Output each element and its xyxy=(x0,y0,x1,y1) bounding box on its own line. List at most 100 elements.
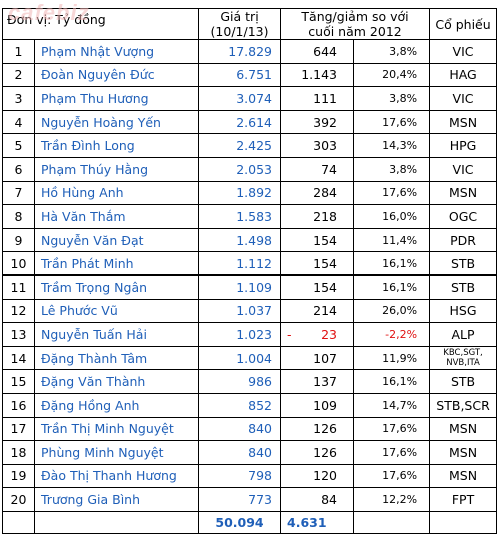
stock-cell: ALP xyxy=(429,322,498,347)
name-cell: Phạm Thu Hương xyxy=(33,86,200,111)
table-row: 20 Trương Gia Bình 773 84 12,2% FPT xyxy=(2,487,498,512)
name-cell: Nguyễn Hoàng Yến xyxy=(33,109,200,135)
rank-cell: 11 xyxy=(2,274,35,300)
change-cell: 109 xyxy=(280,392,355,418)
change-value: 154 xyxy=(313,279,338,295)
value-cell: 840 xyxy=(198,416,282,442)
rank-cell: 7 xyxy=(2,180,35,206)
rank-cell: 19 xyxy=(2,463,35,489)
change-value: 137 xyxy=(313,374,338,390)
value-cell: 773 xyxy=(198,487,282,512)
table-row: 12 Lê Phước Vũ 1.037 214 26,0% HSG xyxy=(2,298,498,324)
value-cell: 2.053 xyxy=(198,156,282,182)
change-value: 154 xyxy=(313,255,338,271)
value-cell: 6.751 xyxy=(198,62,282,88)
total-row: 50.094 4.631 xyxy=(2,510,498,534)
value-cell: 1.037 xyxy=(198,298,282,324)
value-header: Giá trị (10/1/13) xyxy=(198,8,282,40)
percent-cell: 14,7% xyxy=(353,392,431,418)
value-cell: 1.112 xyxy=(198,251,282,276)
minus-sign: - xyxy=(287,326,292,342)
percent-cell: 11,4% xyxy=(353,227,431,253)
percent-cell: 17,6% xyxy=(353,463,431,489)
value-cell: 2.614 xyxy=(198,109,282,135)
value-cell: 1.004 xyxy=(198,345,282,371)
stock-cell: MSN xyxy=(429,463,498,489)
value-cell: 1.583 xyxy=(198,204,282,229)
empty-cell xyxy=(2,510,35,534)
change-value: 111 xyxy=(313,90,338,106)
rank-cell: 13 xyxy=(2,322,35,347)
change-value: 109 xyxy=(313,397,338,413)
change-cell: 303 xyxy=(280,133,355,158)
empty-cell xyxy=(353,510,431,534)
change-cell: 126 xyxy=(280,440,355,465)
change-cell: 120 xyxy=(280,463,355,489)
change-value: 1.143 xyxy=(301,67,338,83)
rank-cell: 20 xyxy=(2,487,35,512)
name-cell: Nguyễn Văn Đạt xyxy=(33,227,200,253)
table-row: 7 Hồ Hùng Anh 1.892 284 17,6% MSN xyxy=(2,180,498,206)
table-row: 13 Nguyễn Tuấn Hải 1.023- 23 -2,2% ALP xyxy=(2,322,498,347)
percent-cell: 3,8% xyxy=(353,39,431,64)
change-value: 107 xyxy=(313,350,338,366)
table-row: 1 Phạm Nhật Vượng 17.829 644 3,8% VIC xyxy=(2,39,498,64)
change-value: 154 xyxy=(313,232,338,248)
table-row: 14 Đặng Thành Tâm 1.004 107 11,9% KBC,SGT, NV… xyxy=(2,345,498,371)
change-cell: 84 xyxy=(280,487,355,512)
name-cell: Đoàn Nguyên Đức xyxy=(33,62,200,88)
stock-cell: MSN xyxy=(429,416,498,442)
change-cell: 74 xyxy=(280,156,355,182)
stock-cell: FPT xyxy=(429,487,498,512)
table-row: 16 Đặng Hồng Anh 852 109 14,7% STB,SCR xyxy=(2,392,498,418)
change-cell: 154 xyxy=(280,251,355,276)
rank-cell: 2 xyxy=(2,62,35,88)
table-row: 18 Phùng Minh Nguyệt 840 126 17,6% MSN xyxy=(2,440,498,465)
stock-header: Cổ phiếu xyxy=(429,8,498,40)
table-row: 6 Phạm Thúy Hằng 2.053 74 3,8% VIC xyxy=(2,156,498,182)
rank-cell: 9 xyxy=(2,227,35,253)
name-cell: Lê Phước Vũ xyxy=(33,298,200,324)
name-cell: Trương Gia Bình xyxy=(33,487,200,512)
change-cell: 154 xyxy=(280,274,355,300)
percent-cell: 11,9% xyxy=(353,345,431,371)
rank-cell: 6 xyxy=(2,156,35,182)
value-cell: 1.892 xyxy=(198,180,282,206)
percent-cell: 20,4% xyxy=(353,62,431,88)
stock-cell: STB xyxy=(429,369,498,394)
percent-cell: 17,6% xyxy=(353,180,431,206)
change-cell: 107 xyxy=(280,345,355,371)
value-cell: 1.109 xyxy=(198,274,282,300)
name-cell: Đặng Văn Thành xyxy=(33,369,200,394)
percent-cell: 26,0% xyxy=(353,298,431,324)
name-cell: Nguyễn Tuấn Hải xyxy=(33,322,200,347)
change-cell: 111 xyxy=(280,86,355,111)
rank-cell: 10 xyxy=(2,251,35,276)
empty-cell xyxy=(33,510,200,534)
change-cell: 1.143 xyxy=(280,62,355,88)
table-row: 5 Trần Đình Long 2.425 303 14,3% HPG xyxy=(2,133,498,158)
percent-cell: 17,6% xyxy=(353,109,431,135)
stock-cell: HAG xyxy=(429,62,498,88)
change-value: 392 xyxy=(313,114,338,130)
rank-cell: 1 xyxy=(2,39,35,64)
stock-cell: MSN xyxy=(429,440,498,465)
change-cell: - 23 xyxy=(280,322,355,347)
change-value: 126 xyxy=(313,421,338,437)
change-cell: 644 xyxy=(280,39,355,64)
rank-cell: 3 xyxy=(2,86,35,111)
name-cell: Trầm Trọng Ngân xyxy=(33,274,200,300)
total-value: 50.094 xyxy=(198,510,282,534)
change-value: 284 xyxy=(313,185,338,201)
name-cell: Trần Thị Minh Nguyệt xyxy=(33,416,200,442)
value-cell: 1.498 xyxy=(198,227,282,253)
percent-cell: 14,3% xyxy=(353,133,431,158)
change-cell: 126 xyxy=(280,416,355,442)
rank-cell: 4 xyxy=(2,109,35,135)
stock-cell: VIC xyxy=(429,86,498,111)
change-value: 126 xyxy=(313,444,338,460)
change-value: 644 xyxy=(313,43,338,59)
value-cell: 3.074 xyxy=(198,86,282,111)
name-cell: Trần Đình Long xyxy=(33,133,200,158)
change-value: 74 xyxy=(321,161,338,177)
